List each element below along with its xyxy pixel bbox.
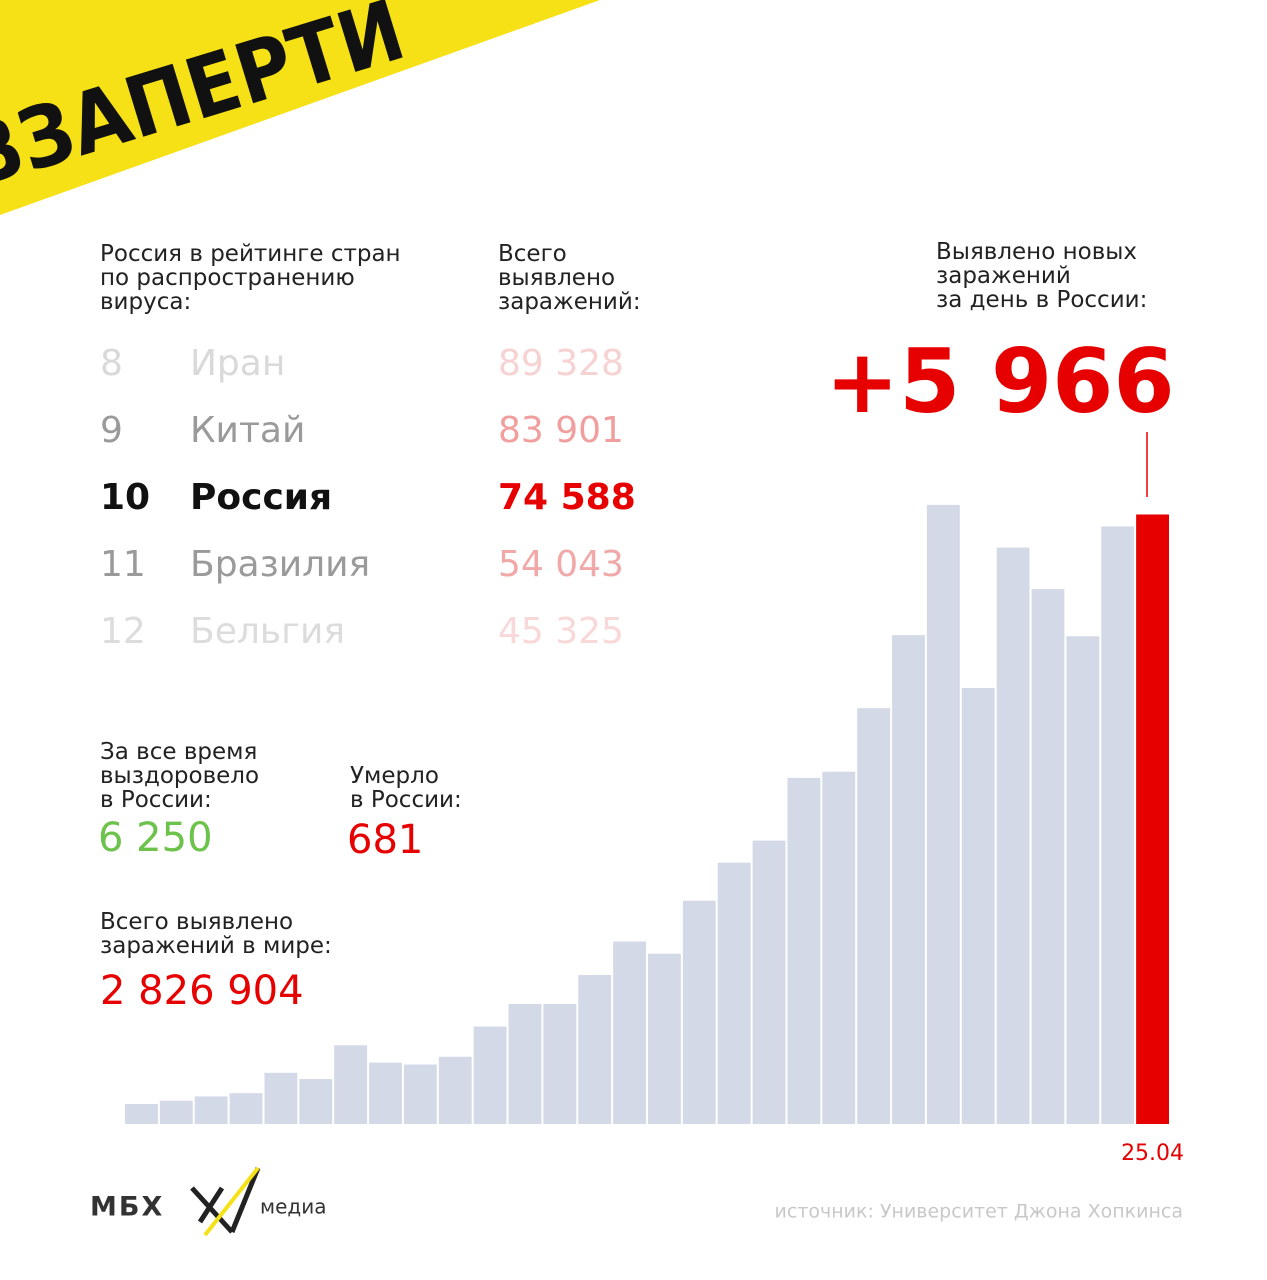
ranking-header: Россия в рейтинге стран по распространен… — [100, 242, 401, 314]
bar — [438, 1056, 472, 1124]
bar — [369, 1062, 402, 1124]
line: Выявлено новых — [936, 239, 1138, 265]
bar — [717, 862, 751, 1124]
line: Всего выявлено — [100, 909, 294, 935]
bar — [996, 547, 1030, 1124]
bar — [648, 953, 681, 1124]
row-rank: 12 — [100, 611, 146, 652]
row-rank: 9 — [100, 410, 123, 451]
bar — [1066, 636, 1100, 1124]
bar — [159, 1100, 193, 1124]
bar — [473, 1026, 507, 1124]
line: Всего — [498, 241, 567, 267]
row-rank: 11 — [100, 544, 146, 585]
logo-x — [190, 1167, 261, 1234]
bar — [1101, 526, 1135, 1124]
line: в России: — [350, 787, 462, 813]
line: по распространению — [100, 265, 355, 291]
recovered-value: 6 250 — [98, 815, 213, 861]
row-country: Россия — [190, 477, 333, 518]
bar — [194, 1096, 228, 1124]
row-country: Иран — [190, 343, 286, 384]
logo-accent — [203, 1166, 260, 1237]
source: источник: Университет Джона Хопкинса — [775, 1201, 1183, 1223]
bar — [578, 974, 612, 1124]
bar — [822, 771, 856, 1124]
line: за день в России: — [936, 287, 1148, 313]
bar — [264, 1072, 298, 1124]
died-label: Умерло в России: — [350, 764, 462, 812]
line: заражений в мире: — [100, 933, 332, 959]
row-total: 89 328 — [498, 343, 624, 384]
row-total: 54 043 — [498, 544, 624, 585]
bar — [125, 1103, 158, 1124]
bar — [299, 1079, 333, 1124]
logo-name: МБХ — [90, 1192, 164, 1223]
world-label: Всего выявлено заражений в мире: — [100, 910, 332, 958]
line: выявлено — [498, 265, 616, 291]
bar — [334, 1045, 368, 1124]
bar — [961, 687, 995, 1124]
died-value: 681 — [347, 817, 424, 863]
row-country: Бельгия — [190, 611, 346, 652]
bar — [787, 777, 821, 1124]
row-total: 83 901 — [498, 410, 624, 451]
bar — [682, 900, 716, 1124]
bar — [926, 504, 960, 1124]
x-tick-label: 25.04 — [1121, 1141, 1184, 1166]
bar — [1136, 514, 1169, 1124]
row-total: 45 325 — [498, 611, 624, 652]
bar — [752, 840, 786, 1124]
line: Россия в рейтинге стран — [100, 241, 401, 267]
recovered-label: За все время выздоровело в России: — [100, 740, 259, 812]
line: За все время — [100, 739, 258, 765]
line: вируса: — [100, 289, 192, 315]
bar — [892, 635, 925, 1124]
row-country: Китай — [190, 410, 306, 451]
line: заражений — [936, 263, 1071, 289]
row-total: 74 588 — [498, 477, 636, 518]
line: выздоровело — [100, 763, 260, 789]
line: в России: — [100, 787, 212, 813]
row-country: Бразилия — [190, 544, 371, 585]
line: заражений: — [498, 289, 641, 315]
bar — [229, 1093, 263, 1124]
row-rank: 8 — [100, 343, 123, 384]
bar — [1031, 589, 1065, 1124]
banner-stripe — [0, 0, 600, 215]
bar — [543, 1003, 577, 1124]
bar — [857, 708, 891, 1124]
bar — [613, 941, 646, 1124]
row-rank: 10 — [100, 477, 151, 518]
headline-value: +5 966 — [825, 330, 1174, 433]
totals-header: Всего выявлено заражений: — [498, 242, 641, 314]
line: Умерло — [350, 763, 439, 789]
bar — [403, 1064, 437, 1124]
bar — [508, 1003, 542, 1124]
world-value: 2 826 904 — [100, 968, 304, 1014]
logo-suffix: медиа — [260, 1195, 326, 1219]
new-cases-header: Выявлено новых заражений за день в Росси… — [936, 240, 1147, 312]
